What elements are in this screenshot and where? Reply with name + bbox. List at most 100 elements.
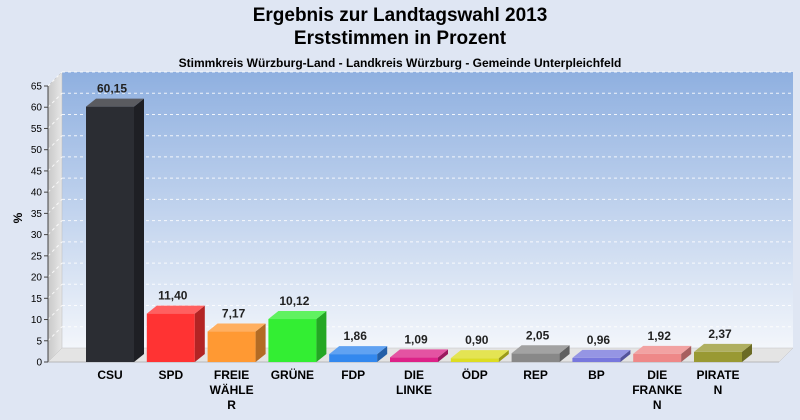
bar-side: [134, 98, 144, 363]
chart-title: Ergebnis zur Landtagswahl 2013: [252, 5, 548, 26]
y-tick-label: 5: [36, 336, 42, 347]
x-tick-label: DIE LINKE: [396, 368, 432, 397]
y-tick-label: 25: [31, 251, 43, 262]
value-label: 1,92: [648, 329, 672, 343]
bar-grüne: [268, 311, 327, 362]
left-wall: [47, 71, 63, 363]
bar-top: [572, 349, 631, 358]
bar-side: [255, 323, 266, 362]
x-tick-label-line: N: [714, 383, 723, 397]
x-tick-label-line: BP: [588, 368, 605, 382]
y-tick-label: 40: [31, 188, 43, 199]
bar-side: [377, 346, 388, 362]
bar-side: [316, 311, 327, 362]
x-tick-label-line: FRANKE: [632, 383, 682, 397]
value-label: 0,96: [587, 333, 611, 347]
value-label: 11,40: [158, 289, 188, 303]
bar-spd: [146, 305, 205, 362]
bar-top: [146, 305, 205, 314]
bar-front: [207, 331, 256, 362]
y-tick-label: 20: [31, 273, 43, 284]
bar-top: [633, 345, 692, 354]
value-label: 7,17: [222, 307, 246, 321]
x-tick-label: REP: [523, 368, 548, 382]
bar-die-linke: [390, 349, 448, 362]
x-tick-label: GRÜNE: [271, 367, 314, 382]
y-tick-label: 30: [31, 230, 43, 241]
bar-side: [498, 350, 509, 362]
bar-bp: [572, 349, 631, 362]
bar-top: [450, 350, 509, 359]
value-label: 10,12: [279, 294, 309, 308]
x-tick-label-line: N: [653, 398, 662, 412]
y-tick-label: 0: [36, 358, 42, 369]
value-label: 1,86: [344, 329, 368, 343]
bar-front: [146, 313, 195, 362]
y-tick-label: 15: [31, 294, 43, 305]
x-tick-label-line: R: [227, 398, 236, 412]
x-tick-label-line: FREIE: [214, 368, 249, 382]
x-tick-label: FREIE WÄHLE R: [210, 368, 254, 412]
x-tick-label-line: REP: [523, 368, 548, 382]
y-tick-label: 55: [31, 124, 43, 135]
y-tick-label: 35: [31, 209, 43, 220]
bar-top: [390, 349, 448, 358]
bar-front: [450, 358, 499, 362]
x-tick-label-line: SPD: [158, 368, 183, 382]
bar-front: [633, 353, 682, 362]
bar-ödp: [450, 350, 509, 362]
x-tick-label-line: LINKE: [396, 383, 432, 397]
title-block: Ergebnis zur Landtagswahl 2013 Erststimm…: [0, 4, 800, 70]
x-tick-label-line: FDP: [341, 368, 365, 382]
x-tick-label-line: WÄHLE: [210, 382, 254, 397]
bar-top: [511, 345, 570, 354]
x-tick-label: SPD: [158, 368, 183, 382]
bar-side: [620, 349, 631, 362]
value-label: 2,37: [708, 327, 732, 341]
x-tick-label-line: PIRATE: [696, 368, 739, 382]
y-tick-label: 65: [31, 82, 43, 93]
chart-title-line2: Erststimmen in Prozent: [293, 28, 507, 49]
plot-background: [62, 72, 793, 348]
y-tick-label: 50: [31, 145, 43, 156]
x-tick-label: CSU: [97, 368, 122, 382]
bar-top: [86, 98, 144, 107]
bar-die-franken: [633, 345, 692, 362]
bar-rep: [511, 345, 570, 362]
bar-side: [681, 345, 692, 362]
value-label: 0,90: [465, 333, 489, 347]
x-tick-label: FDP: [341, 368, 365, 382]
y-tick-label: 60: [31, 103, 43, 114]
bar-freie-wähler: [207, 323, 266, 362]
bar-front: [694, 351, 742, 362]
bar-side: [559, 345, 570, 362]
bar-piraten: [694, 343, 752, 362]
bar-front: [572, 357, 621, 362]
x-tick-label-line: ÖDP: [462, 367, 488, 382]
x-tick-label: ÖDP: [462, 367, 488, 382]
bar-side: [194, 305, 205, 362]
y-tick-label: 45: [31, 166, 43, 177]
bar-front: [268, 319, 317, 362]
x-tick-label: PIRATE N: [696, 368, 739, 397]
bar-side: [742, 343, 752, 362]
bar-side: [438, 349, 448, 362]
x-tick-label-line: DIE: [404, 368, 424, 382]
y-axis-label: %: [11, 212, 25, 223]
x-tick-label-line: CSU: [97, 368, 122, 382]
bar-front: [511, 353, 560, 362]
chart-subtitle: Stimmkreis Würzburg-Land - Landkreis Wür…: [178, 56, 622, 70]
y-tick-label: 10: [31, 315, 43, 326]
value-label: 2,05: [526, 328, 550, 342]
bar-front: [390, 357, 438, 362]
bar-top: [329, 346, 388, 355]
x-tick-label-line: DIE: [647, 368, 667, 382]
bar-fdp: [329, 346, 388, 362]
x-tick-label-line: GRÜNE: [271, 367, 314, 382]
bar-top: [268, 311, 327, 320]
x-tick-label: DIE FRANKE N: [632, 368, 682, 412]
bar-front: [86, 106, 134, 363]
x-tick-label: BP: [588, 368, 605, 382]
bar-top: [694, 343, 752, 352]
bar-csu: [86, 98, 144, 363]
